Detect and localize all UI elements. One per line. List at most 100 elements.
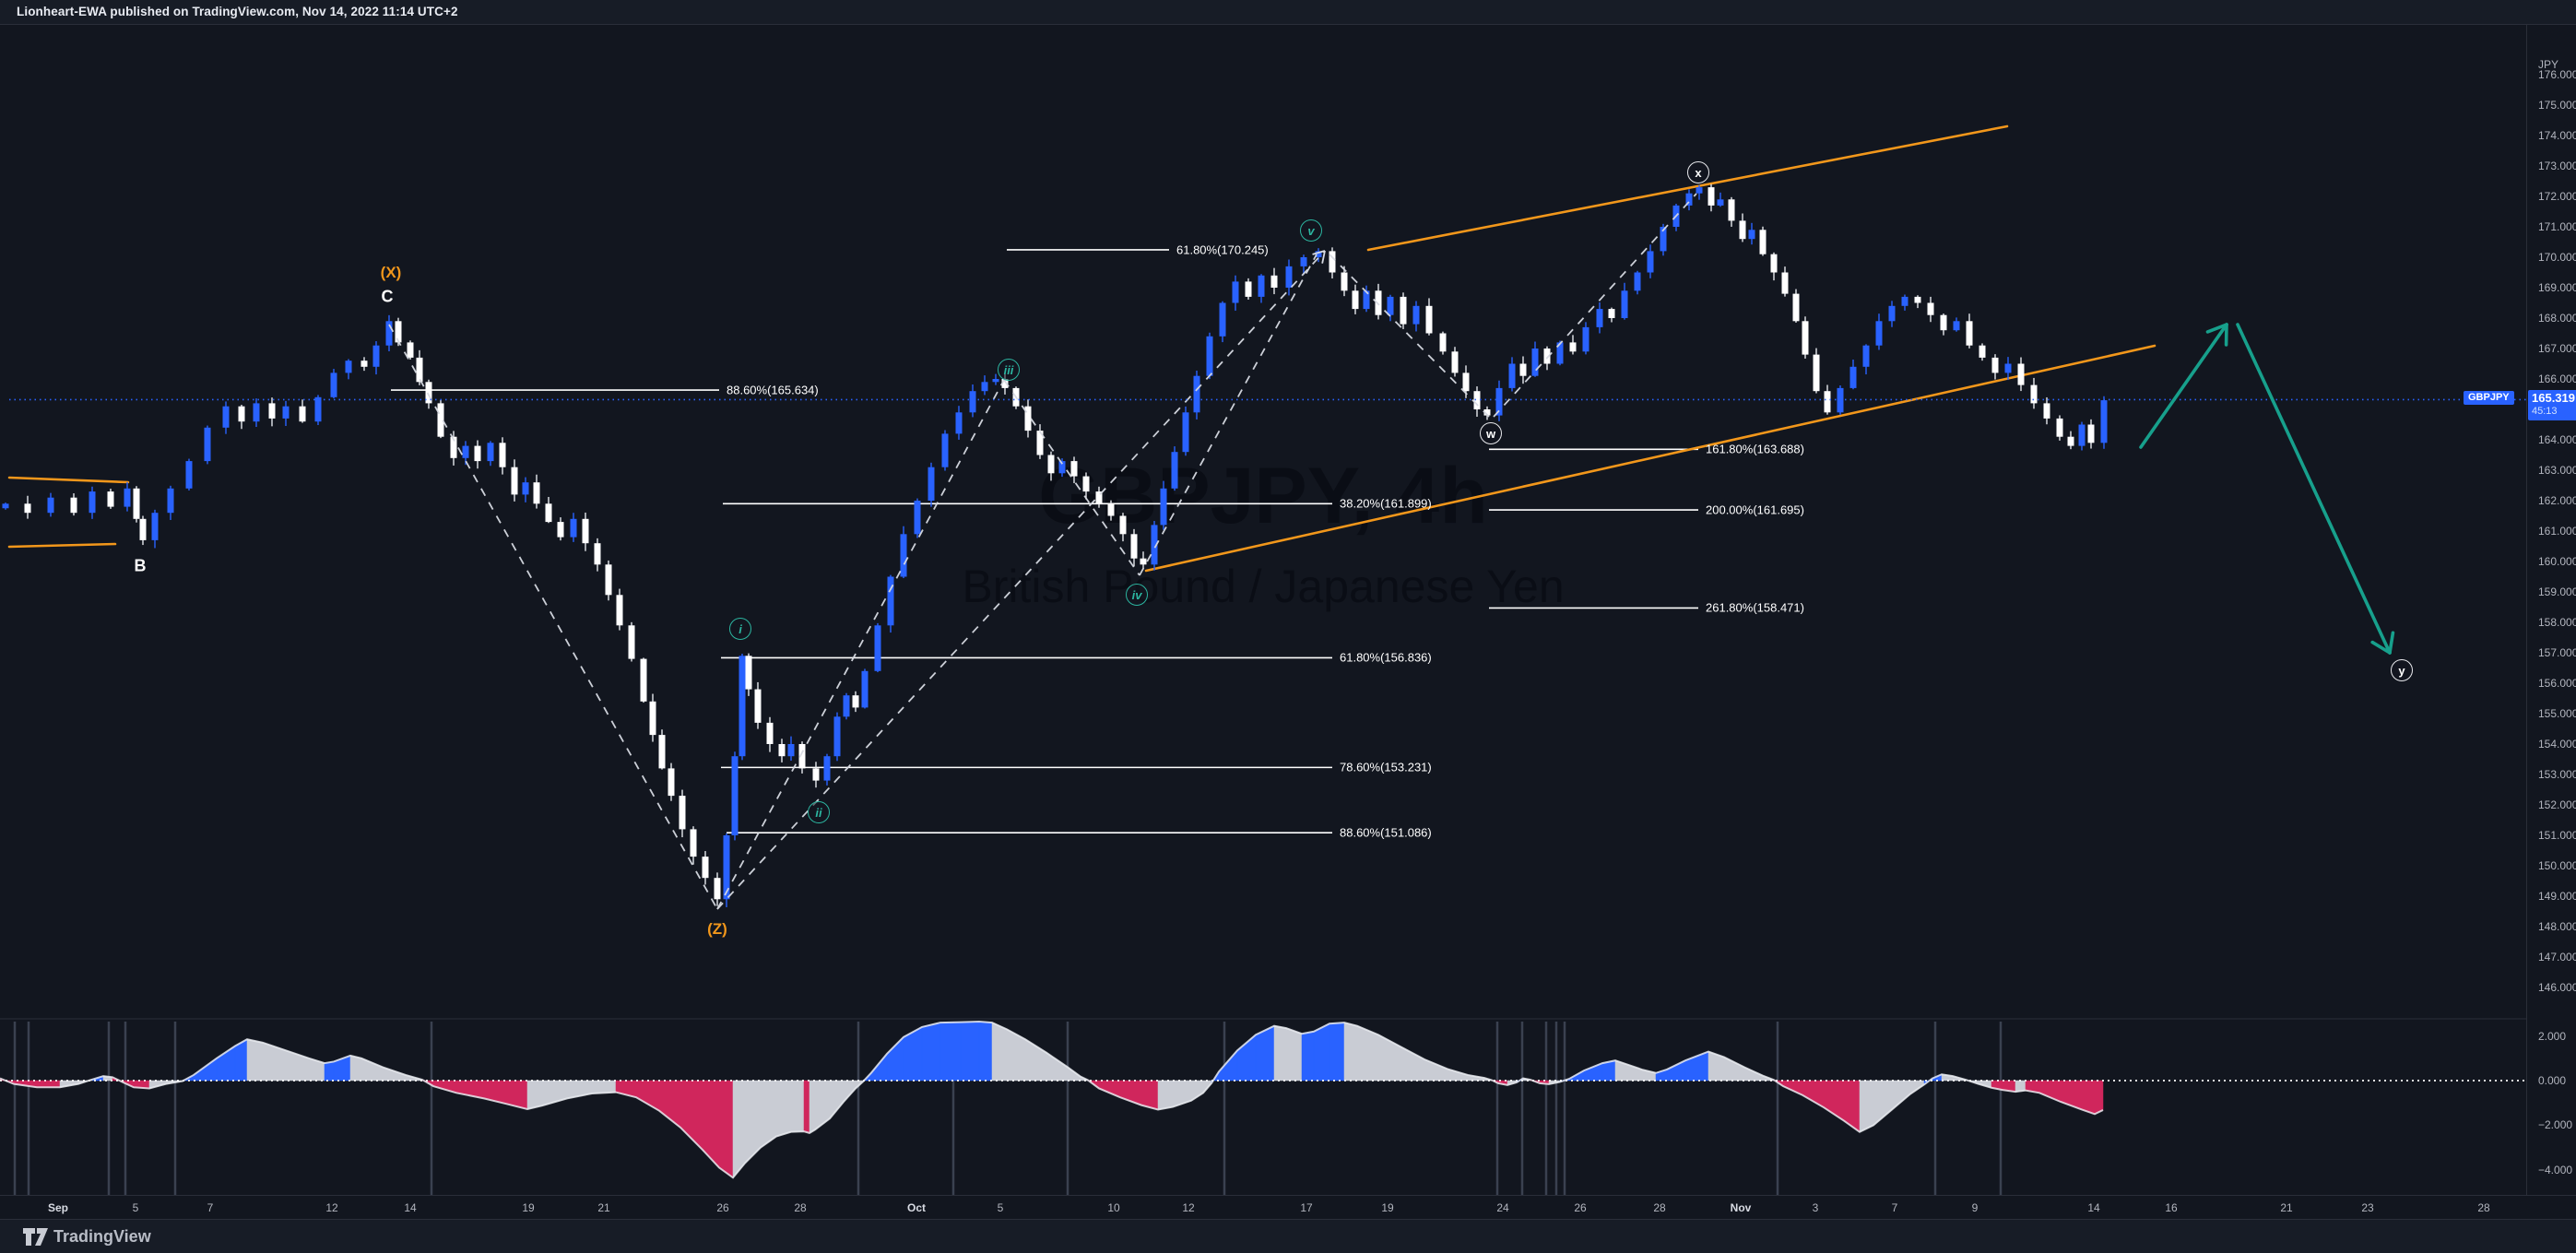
candle-down	[628, 625, 635, 659]
candle-up	[330, 372, 337, 397]
time-tick-Oct: Oct	[906, 1201, 927, 1214]
candle-down	[1979, 345, 1986, 358]
candle-down	[1070, 461, 1078, 477]
candle-down	[1036, 431, 1044, 455]
candle-up	[731, 756, 739, 835]
candle-down	[1483, 409, 1491, 416]
fib-level-label: 88.60%(165.634)	[727, 383, 819, 397]
price-tick: 147.000	[2538, 951, 2576, 963]
price-tick: 152.000	[2538, 798, 2576, 811]
candle-down	[1792, 293, 1800, 322]
time-tick-21: 21	[597, 1201, 610, 1214]
candle-up	[1151, 525, 1158, 565]
price-tick: 160.000	[2538, 555, 2576, 568]
published-info: Lionheart-EWA published on TradingView.c…	[17, 5, 458, 18]
candle-up	[1953, 321, 1960, 331]
axis-currency-label: JPY	[2538, 58, 2559, 71]
time-axis[interactable]: Sep 5 7 12 14 19 21 26 28 Oct 5 10 12 17 19 24 26 28 Nov 3 7…	[0, 1195, 2576, 1219]
candle-down	[1341, 272, 1348, 291]
candle-down	[658, 735, 666, 769]
candle-up	[2, 503, 9, 509]
candle-down	[1543, 349, 1551, 364]
candle-down	[1914, 296, 1921, 303]
candle-down	[474, 445, 481, 462]
time-tick-7: 7	[1891, 1201, 1898, 1214]
price-tick: 163.000	[2538, 464, 2576, 477]
candle-down	[238, 406, 245, 422]
candle-down	[1608, 309, 1615, 318]
candle-up	[833, 716, 841, 757]
price-tick: 150.000	[2538, 859, 2576, 872]
candle-down	[852, 695, 859, 708]
candle-down	[24, 503, 31, 514]
candle-up	[1258, 275, 1265, 297]
candle-up	[151, 513, 159, 540]
candle-up	[253, 403, 260, 422]
price-axis[interactable]: JPY 176.000 175.000 174.000 173.000 172.000 1…	[2526, 25, 2576, 1195]
candle-up	[345, 361, 352, 373]
candle-down	[395, 321, 402, 343]
fib-level-label: 38.20%(161.899)	[1340, 496, 1432, 511]
candle-up	[1556, 342, 1564, 364]
candle-down	[1095, 491, 1103, 504]
time-tick-14: 14	[2087, 1201, 2100, 1214]
candle-up	[1748, 230, 1755, 240]
chart-canvas[interactable]	[0, 25, 2526, 1220]
candle-up	[1888, 305, 1896, 322]
candle-down	[778, 744, 786, 757]
candle-up	[1901, 296, 1908, 306]
candle-up	[843, 695, 850, 717]
candle-down	[2017, 363, 2025, 385]
indicator-tick: 2.000	[2538, 1029, 2567, 1043]
candle-up	[1717, 199, 1724, 206]
candle-down	[690, 829, 697, 857]
price-tick: 155.000	[2538, 707, 2576, 720]
candle-down	[1759, 230, 1767, 254]
time-tick-9: 9	[1971, 1201, 1979, 1214]
candle-up	[914, 501, 921, 535]
candle-down	[407, 342, 414, 358]
tradingview-logo-icon[interactable]	[22, 1226, 50, 1248]
price-tick: 171.000	[2538, 220, 2576, 233]
price-tick: 162.000	[2538, 494, 2576, 507]
price-tick: 166.000	[2538, 372, 2576, 385]
candle-up	[314, 396, 322, 422]
candle-down	[139, 518, 147, 540]
time-tick-16: 16	[2165, 1201, 2178, 1214]
wave-label-w: w	[1480, 422, 1502, 444]
wave-label-i: i	[729, 618, 751, 640]
candle-up	[1531, 349, 1539, 376]
price-tick: 154.000	[2538, 738, 2576, 751]
candle-down	[812, 768, 820, 781]
candle-down	[754, 689, 762, 723]
candle-up	[981, 382, 988, 392]
candle-up	[222, 406, 230, 428]
candle-up	[1300, 257, 1307, 266]
oscillator-area	[0, 1020, 2104, 1179]
candlestick-series[interactable]	[2, 183, 2108, 907]
candle-down	[1739, 220, 1746, 240]
candle-down	[1770, 254, 1778, 273]
price-tick: 161.000	[2538, 525, 2576, 538]
time-tick-28: 28	[1653, 1201, 1666, 1214]
candle-down	[1707, 187, 1715, 206]
wave-dashed-connectors	[388, 193, 1697, 910]
bar-countdown: 45:13	[2532, 406, 2558, 418]
candle-down	[582, 518, 589, 544]
candle-up	[1508, 363, 1516, 388]
chart-plot-area[interactable]: GBPJPY, 4h British Pound / Japanese Yen …	[0, 25, 2526, 1200]
candle-down	[1473, 391, 1481, 409]
time-tick-23: 23	[2361, 1201, 2374, 1214]
time-tick-3: 3	[1812, 1201, 1819, 1214]
fib-level-label: 88.60%(151.086)	[1340, 825, 1432, 840]
publish-header: Lionheart-EWA published on TradingView.c…	[0, 0, 2576, 25]
candle-down	[1802, 321, 1809, 355]
candle-up	[47, 497, 54, 514]
time-tick-26: 26	[1574, 1201, 1587, 1214]
candle-up	[1160, 488, 1167, 526]
candle-down	[2056, 418, 2063, 437]
indicator-tick: 0.000	[2538, 1074, 2567, 1087]
price-tick: 170.000	[2538, 251, 2576, 264]
time-tick-26: 26	[716, 1201, 729, 1214]
tradingview-brand-text[interactable]: TradingView	[53, 1227, 151, 1246]
